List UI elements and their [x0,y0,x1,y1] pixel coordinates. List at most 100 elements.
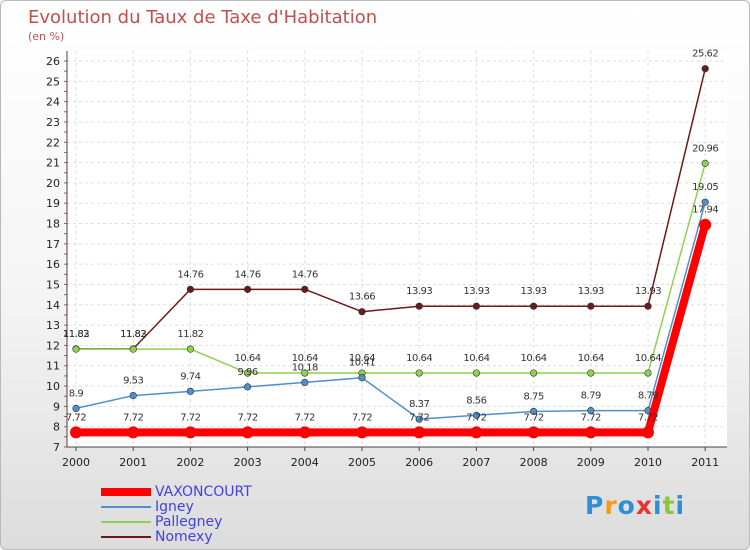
data-point-nomexy [587,302,595,310]
data-label-igney: 10.41 [349,358,375,369]
data-label-vaxoncourt: 7.72 [466,412,486,423]
logo-letter: P [585,491,605,520]
series-line-igney [75,201,706,420]
data-point-vaxoncourt [127,426,140,439]
data-label-nomexy: 14.76 [292,269,318,280]
data-label-nomexy: 14.76 [177,269,203,280]
data-point-igney [472,411,481,419]
data-point-pallegney [72,345,80,353]
data-label-pallegney: 10.64 [235,353,261,364]
data-point-pallegney [415,369,423,377]
data-point-nomexy [301,285,309,293]
y-tick-label: 16 [46,258,60,271]
x-tick-label: 2002 [176,456,204,469]
proxiti-logo: Proxiti [585,491,685,520]
data-label-igney: 8.75 [523,391,543,402]
data-point-nomexy [415,302,423,310]
logo-letter: i [653,491,663,520]
data-label-nomexy: 13.93 [635,286,661,297]
data-point-pallegney [644,369,652,377]
data-point-igney [244,383,252,391]
data-label-igney: 8.79 [638,391,658,402]
x-tick-label: 2010 [634,456,662,469]
y-tick-label: 24 [46,96,60,109]
data-label-pallegney: 11.82 [63,329,89,340]
data-point-pallegney [701,159,709,167]
data-point-pallegney [129,345,137,353]
data-point-vaxoncourt [584,426,597,439]
data-point-igney [701,198,709,206]
data-point-vaxoncourt [356,426,368,439]
data-label-nomexy: 13.93 [578,286,604,297]
data-label-nomexy: 25.62 [692,49,718,60]
x-tick-label: 2000 [62,456,90,469]
data-label-vaxoncourt: 7.72 [180,412,200,423]
logo-letter: x [635,491,653,520]
data-label-vaxoncourt: 7.72 [581,412,601,423]
legend-swatch [101,506,151,508]
data-label-vaxoncourt: 7.72 [409,412,429,423]
data-label-nomexy: 13.66 [349,292,375,303]
data-label-igney: 9.53 [123,376,143,387]
data-label-pallegney: 20.96 [692,143,718,154]
data-label-nomexy: 13.93 [521,286,547,297]
series-line-nomexy [75,67,706,350]
legend-label: Pallegney [155,514,223,530]
y-tick-label: 17 [46,238,60,251]
y-tick-label: 11 [46,360,60,373]
data-label-vaxoncourt: 7.72 [352,412,372,423]
data-point-igney [529,407,538,416]
data-label-igney: 10.18 [292,362,318,373]
plot-area [67,51,727,447]
data-label-pallegney: 10.64 [578,353,604,364]
data-point-igney [72,404,80,413]
data-label-nomexy: 13.93 [406,286,432,297]
data-label-nomexy: 13.93 [463,286,489,297]
y-tick-label: 22 [46,136,60,149]
data-label-pallegney: 10.64 [349,353,375,364]
data-label-vaxoncourt: 7.72 [638,412,658,423]
data-label-igney: 9.96 [237,367,257,378]
data-point-vaxoncourt [298,426,311,439]
x-tick-label: 2003 [234,456,262,469]
data-label-igney: 8.56 [466,395,486,406]
logo-letter: t [662,491,676,520]
legend-label: Igney [155,499,194,515]
y-tick-label: 21 [46,157,60,170]
data-point-pallegney [186,345,194,353]
y-tick-label: 8 [53,421,60,434]
data-point-igney [186,387,194,395]
y-tick-label: 20 [46,177,60,190]
data-point-vaxoncourt [184,426,197,439]
data-label-igney: 8.37 [409,399,429,410]
y-tick-label: 12 [46,339,60,352]
y-tick-label: 13 [46,319,60,332]
x-tick-label: 2009 [577,456,605,469]
y-tick-label: 10 [46,380,60,393]
data-label-vaxoncourt: 7.72 [237,412,257,423]
logo-letter: o [617,491,636,520]
data-point-nomexy [244,285,252,293]
data-point-vaxoncourt [413,426,426,439]
data-point-nomexy [472,302,481,310]
data-point-nomexy [186,285,194,293]
y-tick-label: 18 [46,218,60,231]
data-label-igney: 8.9 [69,388,84,399]
legend-label: Nomexy [155,529,213,545]
data-label-nomexy: 11.83 [120,329,146,340]
data-point-vaxoncourt [470,426,483,439]
y-tick-label: 26 [46,55,60,68]
data-point-pallegney [472,369,481,377]
data-point-nomexy [701,65,709,73]
data-point-vaxoncourt [642,426,654,439]
data-point-nomexy [644,302,652,310]
data-label-igney: 19.05 [692,182,718,193]
y-tick-label: 23 [46,116,60,129]
data-label-vaxoncourt: 17.94 [692,205,718,216]
chart-subtitle: (en %) [28,30,65,43]
data-label-vaxoncourt: 7.72 [123,412,143,423]
legend-label: VAXONCOURT [155,484,252,500]
data-label-pallegney: 11.82 [177,329,203,340]
x-tick-label: 2001 [119,456,147,469]
